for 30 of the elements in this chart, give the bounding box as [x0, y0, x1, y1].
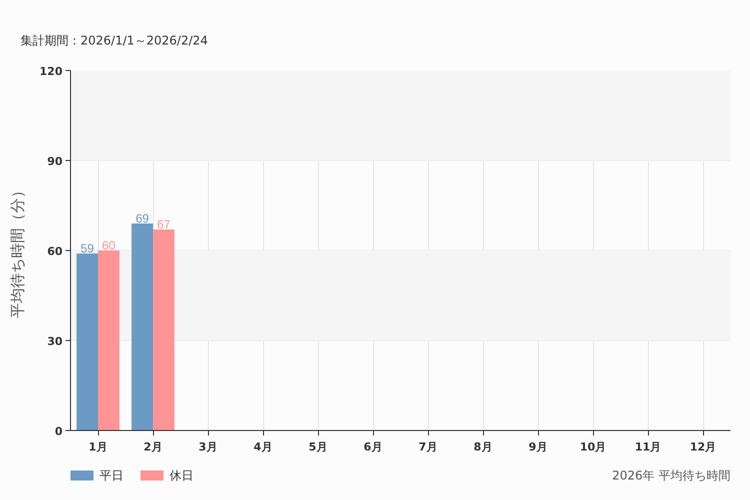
x-tick-label: 12月 [690, 440, 716, 454]
x-tick-label: 1月 [88, 440, 108, 454]
x-tick-label: 7月 [418, 440, 438, 454]
bar [132, 224, 153, 430]
x-tick-label: 8月 [474, 440, 492, 454]
x-tick-label: 9月 [528, 440, 548, 454]
data-label: 69 [136, 212, 150, 226]
y-axis-title: 平均待ち時間（分） [8, 183, 27, 318]
x-tick-label: 5月 [308, 440, 328, 454]
legend-label: 休日 [170, 468, 194, 482]
y-tick-label: 120 [40, 65, 63, 78]
x-tick-label: 4月 [254, 440, 272, 454]
y-tick-label: 0 [54, 425, 63, 438]
x-tick-label: 2月 [144, 440, 162, 454]
text: 2026年 平均待ち時間 [612, 468, 731, 482]
data-label: 67 [157, 218, 171, 232]
bar [153, 230, 174, 430]
data-label: 60 [102, 238, 116, 252]
y-tick-label: 60 [47, 245, 63, 258]
x-tick-label: 10月 [580, 440, 606, 454]
bar [98, 250, 120, 430]
bar [76, 254, 98, 430]
x-tick-label: 3月 [198, 440, 218, 454]
x-tick-label: 11月 [634, 440, 662, 454]
x-tick-label: 6月 [364, 440, 382, 454]
chart-title: 集計期間：2026/1/1～2026/2/24 [20, 34, 208, 48]
legend-label: 平日 [100, 468, 124, 482]
data-label: 59 [80, 242, 94, 256]
y-tick-label: 30 [47, 335, 63, 348]
y-tick-label: 90 [47, 155, 63, 168]
